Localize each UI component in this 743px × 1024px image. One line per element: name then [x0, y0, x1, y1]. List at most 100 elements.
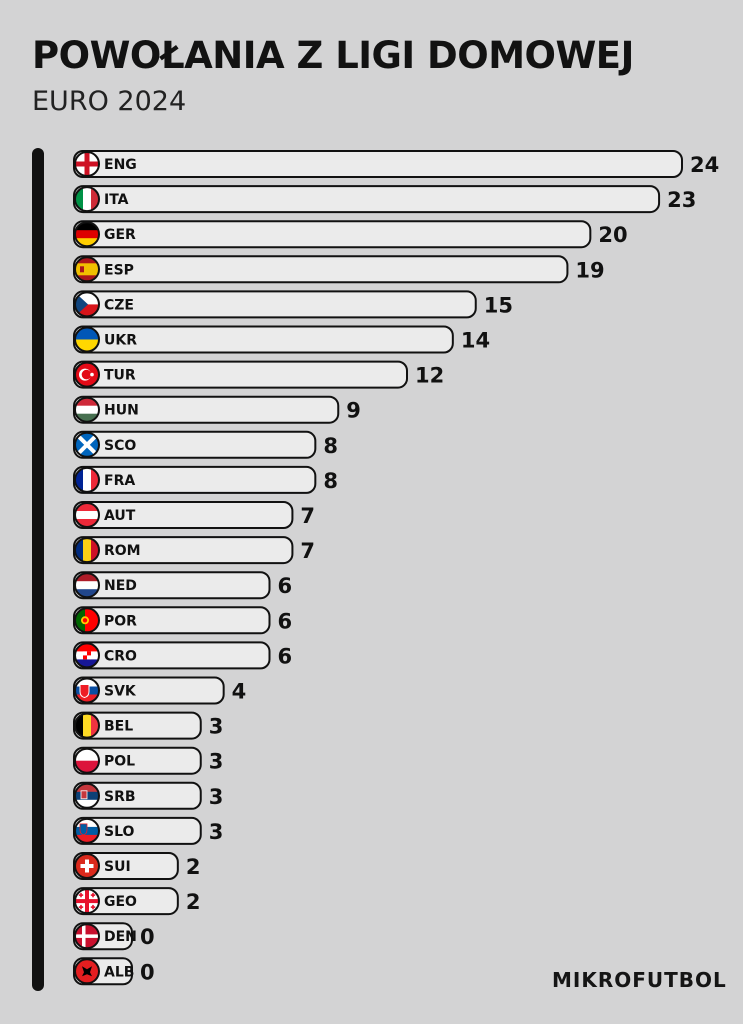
category-label: ITA — [104, 192, 129, 208]
flag-outline — [74, 502, 100, 528]
austria-flag-icon — [75, 503, 99, 527]
category-label: ESP — [104, 262, 134, 278]
bar-group: GER 20 — [73, 220, 628, 249]
bar — [73, 290, 477, 319]
category-label: NED — [104, 578, 137, 594]
category-label: CZE — [104, 297, 134, 313]
chart-title: POWOŁANIA Z LIGI DOMOWEJ — [32, 34, 634, 77]
bar-group: SUI 2 — [73, 852, 201, 880]
category-label: SCO — [104, 438, 136, 454]
belgium-flag-icon — [75, 713, 99, 738]
value-label: 3 — [209, 820, 224, 844]
ukraine-flag-icon — [75, 327, 99, 352]
bar-group: SLO 3 — [73, 816, 224, 845]
flag-outline — [74, 326, 100, 353]
bar-group: FRA 8 — [73, 465, 338, 494]
value-label: 19 — [575, 258, 604, 282]
flag-outline — [74, 677, 100, 704]
italy-flag-icon — [75, 187, 99, 212]
value-label: 7 — [300, 504, 315, 528]
flag-outline — [74, 291, 100, 318]
flag-outline — [74, 256, 100, 283]
flag-outline — [74, 923, 100, 950]
value-label: 0 — [140, 925, 155, 949]
bar-group: HUN 9 — [73, 395, 361, 424]
value-label: 24 — [690, 153, 719, 177]
bar-group: POR 6 — [73, 606, 293, 635]
category-label: UKR — [104, 333, 137, 349]
category-label: CRO — [104, 648, 137, 664]
bar-group: CRO 6 — [73, 641, 293, 670]
flag-outline — [74, 642, 100, 669]
flag-outline — [74, 221, 100, 248]
value-label: 8 — [323, 469, 338, 493]
bar-group: ITA 23 — [73, 185, 696, 214]
flag-outline — [74, 817, 100, 844]
bar — [73, 150, 683, 178]
value-label: 2 — [186, 890, 201, 914]
value-label: 6 — [278, 609, 293, 633]
value-label: 9 — [346, 399, 361, 423]
bar — [73, 185, 661, 214]
flag-outline — [74, 186, 100, 213]
category-label: TUR — [104, 368, 136, 384]
czechia-flag-icon — [75, 292, 99, 317]
spain-flag-icon — [75, 257, 99, 282]
flag-outline — [74, 853, 100, 879]
category-label: ENG — [104, 157, 137, 173]
value-label: 20 — [598, 223, 627, 247]
category-label: AUT — [104, 508, 136, 524]
category-label: SLO — [104, 824, 135, 840]
category-label: POR — [104, 613, 137, 629]
value-label: 3 — [209, 750, 224, 774]
romania-flag-icon — [75, 538, 99, 563]
bar-group: ENG 24 — [73, 150, 719, 178]
bar-group: GEO 2 — [73, 887, 201, 916]
brand-logo: MIKROFUTBOL — [552, 968, 727, 992]
flag-outline — [74, 572, 100, 599]
bar — [73, 255, 569, 284]
flag-outline — [74, 151, 100, 177]
bar-group: DEN 0 — [73, 922, 155, 951]
bar-group: TUR 12 — [73, 360, 444, 389]
category-label: BEL — [104, 719, 133, 735]
value-label: 7 — [300, 539, 315, 563]
chart-subtitle: EURO 2024 — [32, 86, 187, 117]
flag-outline — [74, 747, 100, 774]
value-label: 23 — [667, 188, 696, 212]
france-flag-icon — [75, 467, 99, 492]
category-label: GER — [104, 227, 136, 243]
bar-group: AUT 7 — [73, 501, 315, 529]
flag-outline — [74, 361, 100, 388]
flag-outline — [74, 431, 100, 458]
category-label: HUN — [104, 403, 139, 419]
bar-group: SCO 8 — [73, 430, 338, 459]
bar-group: CZE 15 — [73, 290, 513, 319]
category-label: SUI — [104, 859, 131, 875]
flag-outline — [74, 607, 100, 634]
category-label: SVK — [104, 684, 137, 700]
serbia-flag-icon — [75, 783, 99, 808]
bar-group: ESP 19 — [73, 255, 605, 284]
slovenia-flag-icon — [75, 818, 99, 843]
value-label: 2 — [186, 855, 201, 879]
flag-outline — [74, 888, 100, 915]
flag-outline — [74, 958, 100, 985]
bar-group: SVK 4 — [73, 676, 246, 705]
value-label: 6 — [278, 574, 293, 598]
value-label: 6 — [278, 644, 293, 668]
bar-group: POL 3 — [73, 746, 224, 775]
germany-flag-icon — [75, 222, 99, 247]
category-label: DEN — [104, 929, 137, 945]
croatia-flag-icon — [75, 643, 99, 668]
hungary-flag-icon — [75, 397, 99, 422]
bar-group: ROM 7 — [73, 536, 315, 565]
bar-group: ALB 0 — [73, 957, 155, 986]
value-label: 3 — [209, 715, 224, 739]
bar-group: BEL 3 — [73, 711, 224, 740]
category-label: GEO — [104, 894, 137, 910]
slovakia-flag-icon — [75, 678, 99, 703]
netherlands-flag-icon — [75, 573, 99, 598]
category-label: POL — [104, 754, 135, 770]
